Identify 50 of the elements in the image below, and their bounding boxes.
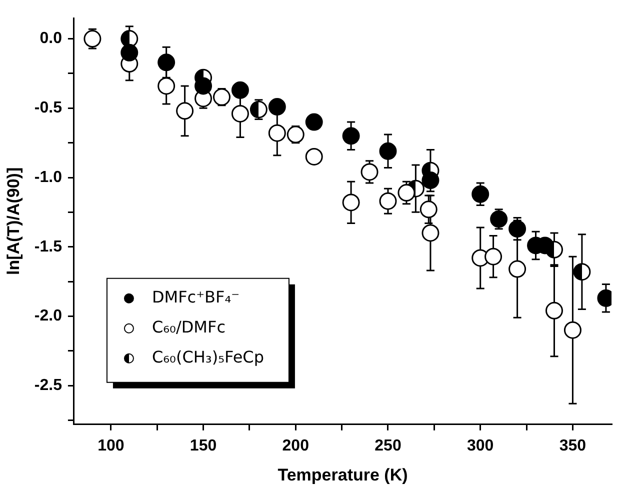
y-tick-label: -2.0: [34, 308, 62, 325]
point: [379, 142, 397, 160]
x-axis-title: Temperature (K): [278, 465, 408, 484]
point: [472, 185, 490, 203]
point: [573, 263, 591, 281]
legend-label: DMFc⁺BF₄⁻: [152, 288, 240, 307]
y-tick-label: -1.5: [34, 238, 62, 256]
point: [305, 148, 323, 166]
x-tick-label: 150: [190, 437, 217, 454]
point: [158, 77, 176, 95]
y-tick-label: -1.0: [34, 168, 62, 186]
x-tick-label: 200: [282, 437, 310, 454]
y-tick-label: 0.0: [40, 30, 62, 48]
x-tick-label: 250: [374, 437, 402, 454]
point: [268, 124, 286, 142]
point: [84, 30, 102, 48]
legend-label: C₆₀/DMFc: [152, 318, 226, 337]
point: [360, 163, 378, 181]
point: [490, 210, 508, 228]
point: [564, 321, 582, 339]
point: [231, 81, 249, 99]
point: [379, 192, 397, 210]
x-tick-label: 350: [559, 437, 586, 454]
point: [194, 77, 212, 95]
point: [250, 100, 268, 118]
x-tick-label: 100: [98, 437, 124, 454]
point: [508, 260, 526, 278]
point: [422, 172, 440, 190]
point: [176, 102, 194, 120]
point: [158, 54, 176, 72]
point: [268, 98, 286, 116]
point: [484, 248, 502, 266]
y-tick-label: -2.5: [34, 376, 62, 394]
point: [212, 88, 230, 106]
point: [342, 127, 360, 145]
legend-label: C₆₀(CH₃)₅FeCp: [152, 348, 264, 367]
y-tick-label: -0.5: [34, 100, 62, 117]
point: [120, 44, 138, 62]
y-axis-title: ln[A(T)/A(90)]: [4, 167, 23, 276]
point: [422, 224, 440, 242]
point: [342, 194, 360, 212]
x-tick-label: 300: [467, 437, 494, 454]
point: [231, 104, 249, 122]
point: [398, 184, 416, 202]
point: [508, 220, 526, 238]
point: [286, 126, 304, 144]
point: [420, 200, 438, 218]
point: [305, 113, 323, 131]
point: [545, 302, 563, 320]
point: [120, 30, 138, 48]
